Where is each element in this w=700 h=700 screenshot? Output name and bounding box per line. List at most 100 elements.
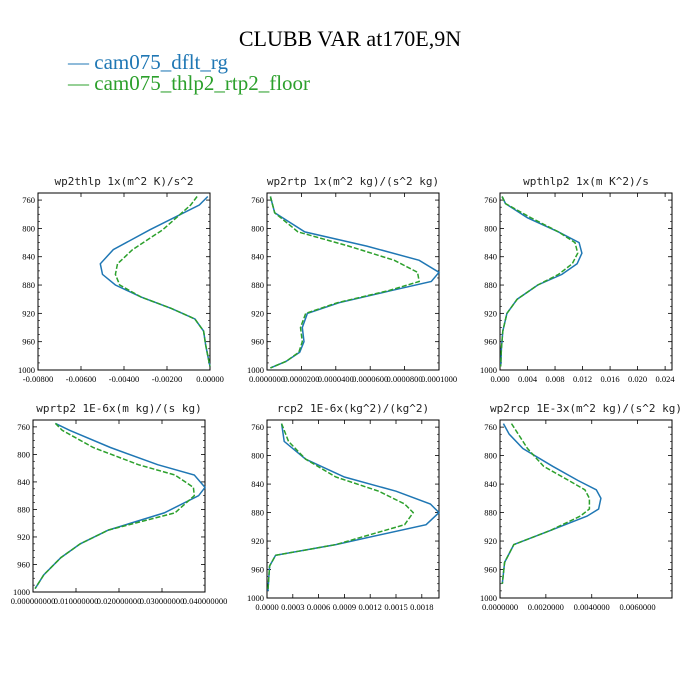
x-tick-label: 0.0015 xyxy=(384,602,407,612)
y-tick-label: 920 xyxy=(22,308,35,318)
y-tick-label: 840 xyxy=(22,252,35,262)
legend-label: cam075_dflt_rg xyxy=(94,50,229,74)
x-tick-label: 0.000 xyxy=(490,374,509,384)
x-tick-label: 0.008 xyxy=(545,374,564,384)
x-tick-label: 0.0003 xyxy=(281,602,304,612)
panel-4: wprtp2 1E-6x(m kg)/(s kg) 760 800 840 880 920… xyxy=(11,402,228,606)
y-tick-label: 920 xyxy=(17,532,30,542)
y-tick-label: 760 xyxy=(17,422,30,432)
y-tick-label: 1000 xyxy=(247,593,264,603)
x-tick-label: 0.0000600 xyxy=(352,374,388,384)
x-tick-label: 0.0000400 xyxy=(318,374,354,384)
y-tick-label: 1000 xyxy=(13,587,30,597)
series-line-dflt-rg xyxy=(34,422,206,589)
x-tick-label: 0.0001000 xyxy=(421,374,457,384)
legend-entry-dflt: — cam075_dflt_rg xyxy=(68,50,228,75)
x-tick-label: 0.016 xyxy=(601,374,620,384)
panel-title: rcp2 1E-6x(kg^2)/(kg^2) xyxy=(277,402,429,415)
x-tick-label: 0.0009 xyxy=(333,602,356,612)
y-tick-label: 960 xyxy=(17,559,30,569)
y-tick-label: 880 xyxy=(22,280,35,290)
x-tick-label: 0.030000000 xyxy=(140,596,185,606)
y-tick-label: 1000 xyxy=(480,593,497,603)
x-tick-label: 0.0060000 xyxy=(620,602,656,612)
y-tick-label: 920 xyxy=(484,536,497,546)
x-tick-label: 0.0018 xyxy=(410,602,433,612)
y-tick-label: 960 xyxy=(484,565,497,575)
y-tick-label: 840 xyxy=(251,252,264,262)
y-tick-label: 800 xyxy=(484,223,497,233)
series-line-thlp2-rtp2-floor xyxy=(114,196,211,367)
x-tick-label: 0.000000000 xyxy=(11,596,56,606)
x-tick-label: 0.012 xyxy=(573,374,592,384)
y-tick-label: 800 xyxy=(484,451,497,461)
y-tick-label: 880 xyxy=(17,504,30,514)
legend-swatch: — xyxy=(68,50,95,74)
panel-6: wp2rcp 1E-3x(m^2 kg)/(s^2 kg) 760 800 840 88… xyxy=(480,402,682,612)
series-line-thlp2-rtp2-floor xyxy=(269,196,421,369)
y-tick-label: 760 xyxy=(251,422,264,432)
y-tick-label: 760 xyxy=(484,195,497,205)
y-tick-label: 1000 xyxy=(480,365,497,375)
y-tick-label: 960 xyxy=(22,337,35,347)
chart-title: CLUBB VAR at170E,9N xyxy=(238,26,462,51)
plot-frame xyxy=(266,192,440,371)
y-tick-label: 800 xyxy=(22,223,35,233)
y-tick-label: 840 xyxy=(484,252,497,262)
y-tick-label: 840 xyxy=(251,479,264,489)
y-tick-label: 800 xyxy=(251,451,264,461)
x-tick-label: 0.0006 xyxy=(307,602,330,612)
y-tick-label: 920 xyxy=(251,536,264,546)
x-tick-label: -0.00400 xyxy=(109,374,139,384)
panel-1: wp2thlp 1x(m^2 K)/s^2 760 800 840 880 920 960 1… xyxy=(18,175,224,384)
x-tick-label: 0.0000200 xyxy=(283,374,319,384)
y-tick-label: 960 xyxy=(484,337,497,347)
y-tick-label: 880 xyxy=(484,280,497,290)
y-tick-label: 760 xyxy=(251,195,264,205)
x-tick-label: 0.040000000 xyxy=(183,596,228,606)
series-line-dflt-rg xyxy=(267,423,441,591)
x-tick-label: 0.0020000 xyxy=(528,602,564,612)
y-tick-label: 1000 xyxy=(18,365,35,375)
x-tick-label: 0.020 xyxy=(628,374,647,384)
y-tick-label: 920 xyxy=(484,308,497,318)
y-tick-label: 840 xyxy=(17,477,30,487)
x-tick-label: 0.0000 xyxy=(255,602,278,612)
series-line-thlp2-rtp2-floor xyxy=(501,423,591,584)
panel-title: wp2rcp 1E-3x(m^2 kg)/(s^2 kg) xyxy=(490,402,682,415)
x-tick-label: 0.00000 xyxy=(196,374,224,384)
x-tick-label: 0.0040000 xyxy=(574,602,610,612)
series-line-dflt-rg xyxy=(499,196,583,367)
y-tick-label: 880 xyxy=(484,508,497,518)
panel-title: wpthlp2 1x(m K^2)/s xyxy=(523,175,649,188)
y-tick-label: 920 xyxy=(251,308,264,318)
x-tick-label: -0.00600 xyxy=(66,374,96,384)
plot-frame xyxy=(499,419,673,599)
series-line-dflt-rg xyxy=(269,196,441,369)
panel-title: wp2thlp 1x(m^2 K)/s^2 xyxy=(54,175,193,188)
y-tick-label: 880 xyxy=(251,280,264,290)
plot-frame xyxy=(266,419,440,599)
panel-2: wp2rtp 1x(m^2 kg)/(s^2 kg)760 800 840 880 92… xyxy=(247,175,457,384)
y-tick-label: 800 xyxy=(17,449,30,459)
x-tick-label: 0.0000000 xyxy=(482,602,518,612)
series-line-dflt-rg xyxy=(501,423,602,584)
panel-title: wprtp2 1E-6x(m kg)/(s kg) xyxy=(36,402,202,415)
y-tick-label: 1000 xyxy=(247,365,264,375)
x-tick-label: 0.024 xyxy=(656,374,676,384)
y-tick-label: 960 xyxy=(251,337,264,347)
series-line-thlp2-rtp2-floor xyxy=(34,422,196,589)
legend-swatch: — xyxy=(68,71,95,95)
x-tick-label: 0.004 xyxy=(518,374,538,384)
series-line-thlp2-rtp2-floor xyxy=(267,423,415,591)
x-tick-label: 0.020000000 xyxy=(97,596,142,606)
y-tick-label: 880 xyxy=(251,508,264,518)
y-tick-label: 800 xyxy=(251,223,264,233)
x-tick-label: 0.0000800 xyxy=(387,374,423,384)
x-tick-label: -0.00200 xyxy=(152,374,182,384)
y-tick-label: 960 xyxy=(251,565,264,575)
panel-5: rcp2 1E-6x(kg^2)/(kg^2) 760 800 840 880 920 96… xyxy=(247,402,441,612)
plot-frame xyxy=(37,192,211,371)
legend-label: cam075_thlp2_rtp2_floor xyxy=(94,71,311,95)
